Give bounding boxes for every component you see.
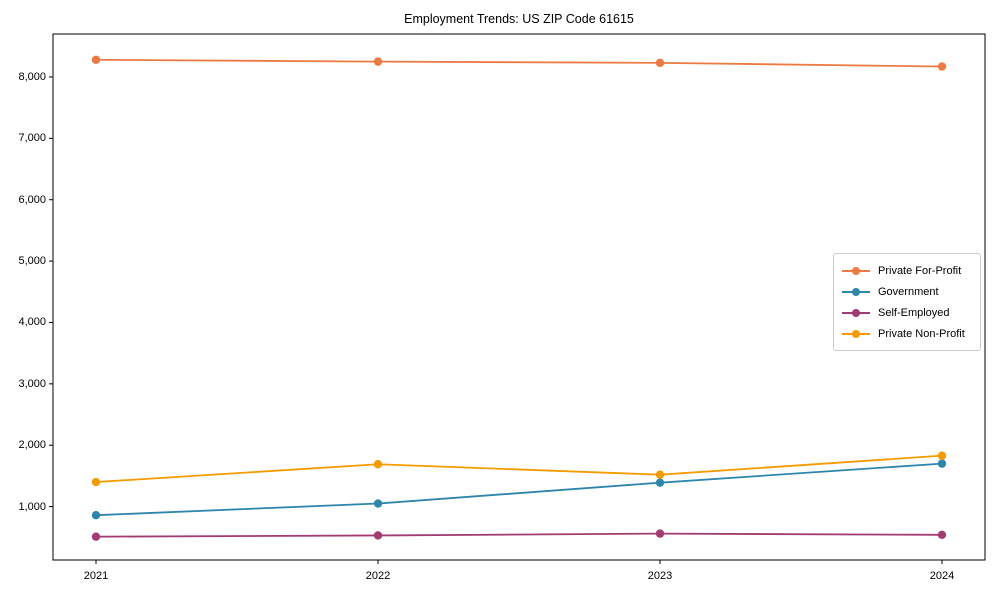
y-tick-label: 1,000 <box>18 500 46 513</box>
series-line-government <box>95 462 943 517</box>
data-point-private-non-profit <box>373 460 383 469</box>
legend-marker-icon <box>842 287 870 297</box>
x-tick-label: 2022 <box>365 570 391 582</box>
axes-spines <box>52 33 986 561</box>
data-point-private-non-profit <box>91 477 101 487</box>
x-tick-label: 2021 <box>83 570 109 582</box>
legend-label: Private For-Profit <box>878 264 962 277</box>
legend-marker-icon <box>842 266 870 276</box>
data-point-self-employed <box>91 532 101 541</box>
y-tick-label: 7,000 <box>18 132 46 145</box>
data-point-private-for-profit <box>655 58 665 68</box>
y-tick-label: 2,000 <box>18 439 46 452</box>
data-point-private-non-profit <box>655 470 665 479</box>
data-point-government <box>373 499 383 508</box>
y-tick-label: 4,000 <box>18 316 46 329</box>
legend: Private For-Profit Government Self-Employe… <box>833 253 981 351</box>
legend-label: Private Non-Profit <box>878 327 965 340</box>
legend-item-self-employed: Self-Employed <box>842 302 972 323</box>
y-tick-label: 5,000 <box>18 255 46 268</box>
legend-marker-icon <box>842 308 870 318</box>
series-line-private-for-profit <box>95 58 943 68</box>
chart-title: Employment Trends: US ZIP Code 61615 <box>404 12 634 26</box>
y-tick-label: 6,000 <box>18 193 46 206</box>
x-tick-label: 2023 <box>647 570 673 582</box>
legend-item-government: Government <box>842 281 972 302</box>
data-point-private-for-profit <box>91 55 101 64</box>
data-point-private-for-profit <box>373 57 383 66</box>
data-point-private-non-profit <box>937 451 947 460</box>
data-point-self-employed <box>937 530 947 540</box>
data-point-government <box>91 510 101 520</box>
legend-label: Government <box>878 285 939 298</box>
legend-item-private-for-profit: Private For-Profit <box>842 260 972 281</box>
data-point-private-for-profit <box>937 62 947 71</box>
data-point-government <box>655 478 665 487</box>
y-tick-label: 8,000 <box>18 70 46 83</box>
legend-label: Self-Employed <box>878 306 950 319</box>
series-line-self-employed <box>95 532 943 538</box>
legend-marker-icon <box>842 329 870 339</box>
data-point-self-employed <box>655 529 665 538</box>
x-tick-label: 2024 <box>929 570 955 582</box>
legend-item-private-non-profit: Private Non-Profit <box>842 323 972 344</box>
data-point-government <box>937 459 947 468</box>
y-tick-label: 3,000 <box>18 377 46 390</box>
data-point-self-employed <box>373 531 383 540</box>
series-line-private-non-profit <box>95 454 943 483</box>
